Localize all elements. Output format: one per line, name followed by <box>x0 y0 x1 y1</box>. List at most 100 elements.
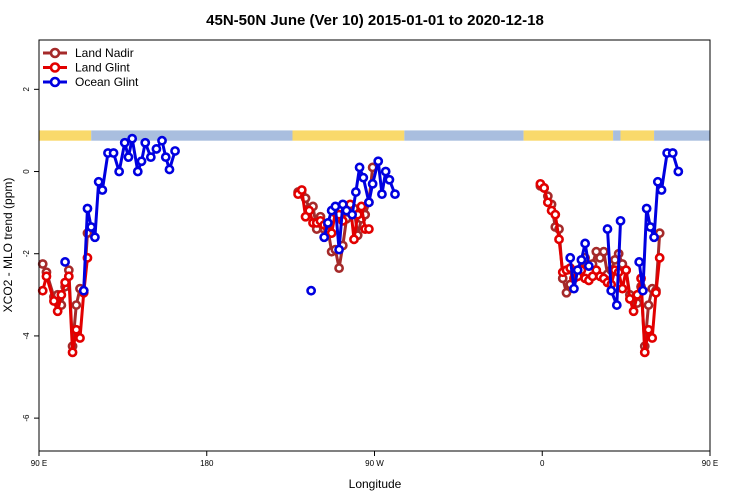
data-point <box>90 232 100 243</box>
data-point <box>119 137 130 148</box>
y-tick-label: 0 <box>22 169 31 174</box>
data-point <box>647 333 658 343</box>
x-tick-label: 180 <box>200 459 214 468</box>
landbar-land-0 <box>39 130 92 141</box>
data-point <box>123 152 134 163</box>
legend-swatch-marker <box>49 62 61 73</box>
legend-item-land-glint: Land Glint <box>43 61 130 75</box>
data-point <box>554 234 564 245</box>
data-point <box>127 133 138 144</box>
data-point <box>75 333 85 343</box>
data-point <box>49 296 59 306</box>
data-point <box>145 152 156 163</box>
data-point <box>140 137 151 148</box>
data-point <box>639 347 650 358</box>
data-point <box>356 201 367 212</box>
data-point <box>654 252 665 263</box>
legend-swatch-marker <box>49 47 61 59</box>
series-ocean-glint <box>60 133 684 310</box>
data-point <box>652 176 663 187</box>
data-point <box>82 203 93 214</box>
legend-item-ocean-glint: Ocean Glint <box>43 75 139 89</box>
data-point <box>390 189 400 200</box>
data-point <box>628 306 639 317</box>
series-land-glint <box>37 178 665 358</box>
data-point <box>643 300 654 310</box>
data-point <box>634 257 645 267</box>
data-point <box>319 232 330 243</box>
landbar-land-4 <box>523 130 614 141</box>
data-point <box>550 209 561 220</box>
data-point <box>364 197 374 208</box>
data-point <box>673 166 684 177</box>
series-layer <box>37 133 684 358</box>
series-line <box>605 220 623 307</box>
data-point <box>561 287 572 298</box>
data-point <box>651 287 661 298</box>
landbar-ocean-1 <box>91 130 293 141</box>
landbar-ocean-7 <box>654 130 710 141</box>
y-tick-label: -2 <box>22 250 31 258</box>
data-point <box>606 285 617 296</box>
data-point <box>71 300 82 310</box>
x-tick-label: 90 E <box>702 459 718 468</box>
data-point <box>334 263 344 274</box>
data-point <box>539 183 550 193</box>
data-point <box>358 172 369 183</box>
data-point <box>132 166 143 177</box>
data-point <box>645 222 656 232</box>
data-point <box>86 222 97 232</box>
data-point <box>384 174 395 185</box>
legend-label: Ocean Glint <box>75 75 139 89</box>
data-point <box>306 285 317 296</box>
data-point <box>136 156 147 167</box>
data-point <box>151 144 162 154</box>
data-point <box>108 148 119 158</box>
data-point <box>349 234 359 245</box>
y-tick-label: -6 <box>22 414 31 422</box>
x-axis-label: Longitude <box>349 477 402 491</box>
data-point <box>37 259 48 269</box>
data-point <box>296 185 307 195</box>
data-point <box>71 324 82 335</box>
data-point <box>611 300 622 310</box>
data-point <box>542 197 553 208</box>
legend-item-land-nadir: Land Nadir <box>43 46 134 60</box>
x-tick-label: 90 E <box>31 459 47 468</box>
legend-label: Land Nadir <box>75 46 134 60</box>
data-point <box>641 203 652 214</box>
data-point <box>170 146 180 156</box>
data-point <box>572 265 583 276</box>
x-axis: 90 E 180 90 W 0 90 E <box>31 451 718 468</box>
data-point <box>114 166 125 177</box>
data-point <box>354 162 365 173</box>
data-point <box>52 306 63 317</box>
data-point <box>334 244 344 255</box>
data-point <box>380 166 391 177</box>
data-point <box>56 289 67 300</box>
data-point <box>621 265 632 276</box>
data-point <box>649 232 659 243</box>
land-ocean-bar <box>39 130 710 141</box>
data-point <box>602 224 613 234</box>
y-tick-label: 2 <box>22 87 31 92</box>
data-point <box>624 294 635 304</box>
data-point <box>569 283 579 294</box>
data-point <box>304 205 315 216</box>
data-point <box>576 254 587 265</box>
data-point <box>350 187 361 197</box>
x-tick-label: 0 <box>540 459 545 468</box>
landbar-ocean-5 <box>613 130 621 141</box>
y-axis: 2 0 -2 -4 -6 <box>22 87 39 422</box>
data-point <box>157 135 167 146</box>
data-point <box>347 209 358 220</box>
data-point <box>583 261 594 271</box>
data-point <box>60 257 70 267</box>
data-point <box>615 215 626 226</box>
legend-label: Land Glint <box>75 61 130 75</box>
data-point <box>667 148 678 158</box>
x-tick-label: 90 W <box>365 459 384 468</box>
data-point <box>67 347 78 358</box>
y-tick-label: -4 <box>22 332 31 340</box>
